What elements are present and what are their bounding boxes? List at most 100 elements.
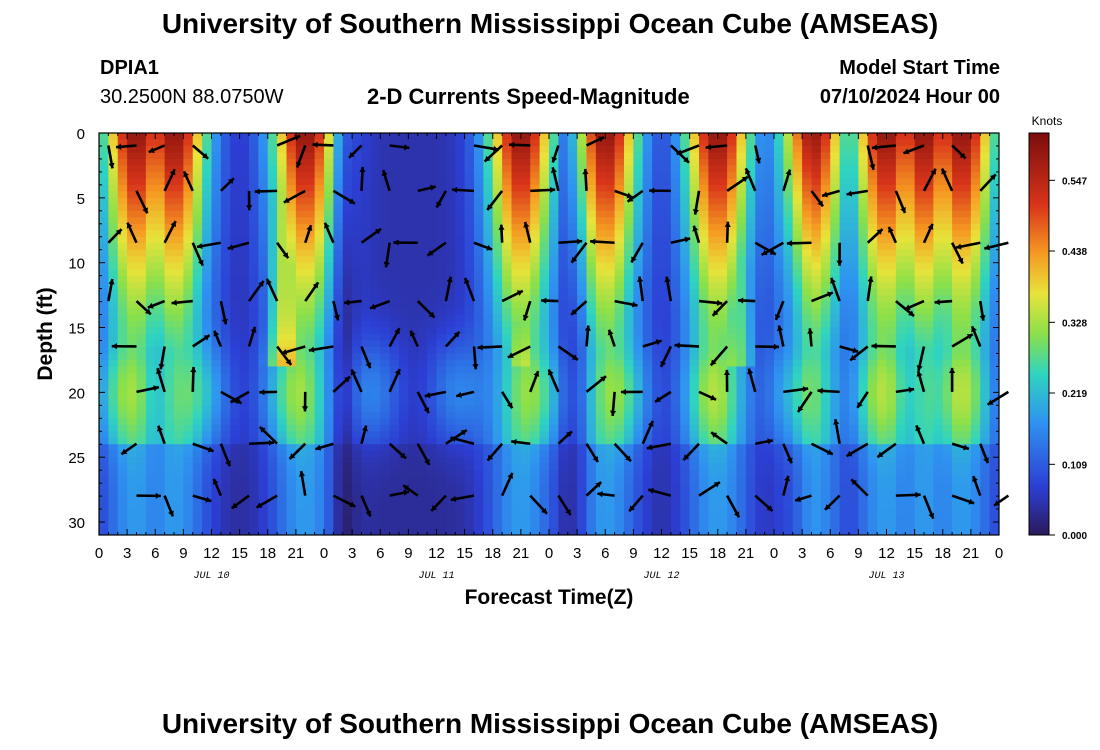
heatmap-cell	[108, 262, 119, 270]
heatmap-cell	[380, 431, 391, 439]
heatmap-cell	[286, 379, 297, 387]
heatmap-cell	[652, 321, 663, 329]
heatmap-cell	[436, 392, 447, 400]
heatmap-cell	[605, 476, 616, 484]
heatmap-cell	[680, 327, 691, 335]
heatmap-cell	[352, 502, 363, 510]
heatmap-cell	[774, 528, 784, 535]
heatmap-cell	[689, 392, 700, 400]
heatmap-cell	[661, 269, 672, 277]
heatmap-cell	[286, 496, 297, 504]
heatmap-cell	[324, 418, 334, 426]
heatmap-cell	[136, 249, 147, 257]
heatmap-cell	[239, 522, 250, 530]
heatmap-cell	[661, 223, 672, 231]
heatmap-cell	[549, 372, 559, 380]
heatmap-cell	[136, 152, 147, 160]
heatmap-cell	[783, 470, 794, 478]
heatmap-cell	[577, 372, 588, 380]
heatmap-cell	[108, 327, 119, 335]
heatmap-cell	[249, 463, 259, 471]
heatmap-cell	[389, 483, 400, 491]
heatmap-cell	[305, 515, 316, 523]
heatmap-cell	[595, 444, 606, 452]
heatmap-cell	[764, 217, 775, 225]
heatmap-cell	[811, 236, 822, 244]
heatmap-cell	[408, 340, 419, 348]
heatmap-cell	[539, 405, 550, 413]
heatmap-cell	[633, 139, 644, 147]
heatmap-cell	[295, 145, 306, 154]
heatmap-cell	[399, 392, 409, 400]
heatmap-cell	[239, 139, 250, 147]
heatmap-cell	[745, 223, 756, 231]
heatmap-cell	[661, 158, 672, 167]
heatmap-cell	[230, 282, 241, 290]
heatmap-cell	[708, 204, 719, 212]
heatmap-cell	[783, 431, 794, 439]
heatmap-cell	[652, 372, 663, 380]
heatmap-cell	[427, 444, 438, 452]
heatmap-cell	[408, 431, 419, 439]
heatmap-cell	[155, 463, 166, 471]
heatmap-cell	[136, 359, 147, 368]
heatmap-cell	[605, 346, 616, 355]
heatmap-cell	[520, 437, 531, 445]
heatmap-cell	[211, 353, 222, 361]
heatmap-cell	[502, 139, 513, 147]
heatmap-cell	[399, 314, 409, 322]
heatmap-cell	[136, 184, 147, 192]
heatmap-cell	[155, 133, 166, 141]
heatmap-cell	[314, 191, 325, 199]
heatmap-cell	[670, 210, 681, 218]
heatmap-cell	[680, 178, 691, 186]
heatmap-cell	[764, 184, 775, 192]
heatmap-cell	[127, 288, 138, 296]
heatmap-cell	[192, 288, 203, 296]
heatmap-cell	[99, 457, 109, 465]
heatmap-cell	[586, 496, 597, 504]
heatmap-cell	[595, 366, 606, 374]
heatmap-cell	[642, 139, 653, 147]
plot-title: 2-D Currents Speed-Magnitude	[367, 84, 690, 109]
heatmap-cell	[839, 262, 850, 270]
heatmap-cell	[820, 489, 831, 497]
heatmap-cell	[314, 249, 325, 257]
heatmap-cell	[455, 288, 466, 296]
heatmap-cell	[755, 262, 766, 270]
heatmap-cell	[614, 204, 625, 212]
heatmap-cell	[802, 334, 813, 342]
heatmap-cell	[389, 133, 400, 141]
heatmap-cell	[539, 139, 550, 147]
heatmap-cell	[708, 314, 719, 322]
heatmap-cell	[802, 243, 813, 251]
heatmap-cell	[483, 184, 494, 192]
heatmap-cell	[202, 249, 213, 257]
heatmap-cell	[689, 158, 700, 167]
heatmap-cell	[652, 398, 663, 406]
heatmap-cell	[136, 223, 147, 231]
heatmap-cell	[230, 346, 241, 355]
heatmap-cell	[183, 476, 194, 484]
heatmap-cell	[699, 262, 709, 270]
heatmap-cell	[239, 418, 250, 426]
heatmap-cell	[586, 366, 597, 374]
heatmap-cell	[736, 327, 747, 335]
heatmap-cell	[539, 204, 550, 212]
heatmap-cell	[192, 262, 203, 270]
heatmap-cell	[792, 295, 803, 303]
heatmap-cell	[549, 385, 559, 393]
heatmap-cell	[417, 327, 428, 335]
heatmap-cell	[230, 256, 241, 264]
heatmap-cell	[633, 217, 644, 225]
heatmap-cell	[399, 359, 409, 368]
heatmap-cell	[605, 210, 616, 218]
heatmap-cell	[520, 392, 531, 400]
heatmap-cell	[755, 398, 766, 406]
heatmap-cell	[164, 308, 175, 316]
heatmap-cell	[577, 483, 588, 491]
heatmap-cell	[464, 243, 475, 251]
heatmap-cell	[670, 321, 681, 329]
heatmap-cell	[342, 158, 353, 167]
heatmap-cell	[295, 522, 306, 530]
